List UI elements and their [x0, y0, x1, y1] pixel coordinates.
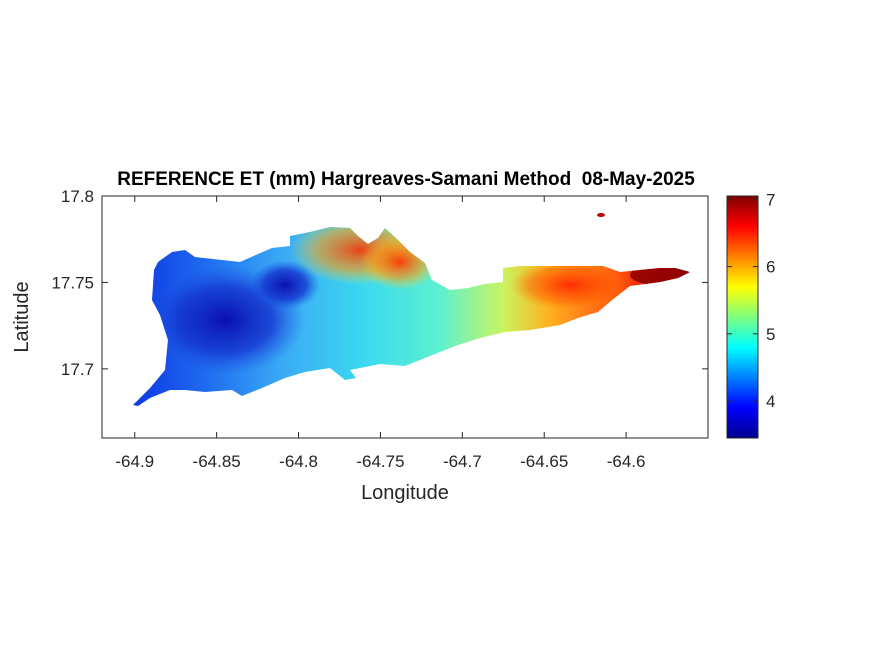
- y-tick-label: 17.8: [61, 187, 94, 206]
- colorbar-tick-label: 4: [766, 392, 775, 411]
- x-axis-label: Longitude: [361, 482, 449, 504]
- colorbar-tick-label: 5: [766, 325, 775, 344]
- colorbar-tick-label: 6: [766, 258, 775, 277]
- colorbar-ticks: 7 6 5 4: [727, 190, 775, 411]
- colorbar: [726, 195, 759, 439]
- islet-marker: [597, 213, 605, 217]
- y-tick-label: 17.75: [51, 273, 94, 292]
- x-tick-label: -64.7: [443, 452, 482, 471]
- x-tick-label: -64.85: [193, 452, 241, 471]
- y-axis-ticks: 17.8 17.75 17.7: [51, 187, 708, 379]
- x-tick-label: -64.8: [279, 452, 318, 471]
- y-tick-label: 17.7: [61, 360, 94, 379]
- colorbar-tick-label: 7: [766, 190, 775, 209]
- x-tick-label: -64.6: [607, 452, 646, 471]
- x-tick-label: -64.9: [115, 452, 154, 471]
- x-axis-ticks: -64.9 -64.85 -64.8 -64.75 -64.7 -64.65 -64.6: [115, 196, 645, 471]
- x-tick-label: -64.75: [356, 452, 404, 471]
- chart-title: REFERENCE ET (mm) Hargreaves-Samani Meth…: [117, 169, 695, 190]
- x-tick-label: -64.65: [520, 452, 568, 471]
- y-axis-label: Latitude: [11, 281, 33, 352]
